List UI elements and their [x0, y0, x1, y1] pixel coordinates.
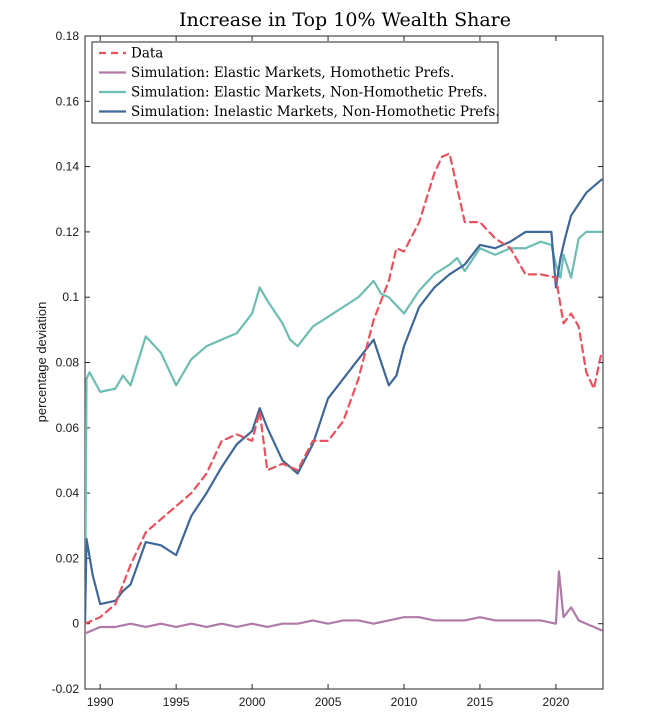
legend-label: Simulation: Elastic Markets, Homothetic …	[131, 65, 454, 81]
legend: Data Simulation: Elastic Markets, Homothe…	[91, 41, 500, 124]
legend-label: Simulation: Elastic Markets, Non-Homothe…	[131, 85, 487, 101]
plot-area	[84, 35, 604, 690]
legend-label: Data	[131, 46, 163, 62]
chart-title: Increase in Top 10% Wealth Share	[179, 9, 511, 31]
y-axis-label: percentage deviation	[34, 302, 49, 423]
x-tick-label: 2020	[543, 695, 570, 709]
legend-box	[91, 41, 499, 124]
series-line-2	[85, 230, 603, 625]
series-line-3	[85, 178, 603, 625]
x-tick-label: 1990	[87, 695, 114, 709]
y-tick-label: 0.08	[56, 356, 80, 370]
x-tick-label: 2005	[315, 695, 342, 709]
x-tick-label: 2000	[239, 695, 266, 709]
y-tick-label: 0.18	[56, 29, 80, 43]
y-tick-label: 0.16	[56, 94, 80, 108]
y-tick-label: 0.02	[56, 551, 80, 565]
y-tick-label: 0.04	[56, 486, 80, 500]
legend-label: Simulation: Inelastic Markets, Non-Homot…	[131, 104, 500, 120]
y-tick-label: 0.1	[62, 290, 79, 304]
y-axis: -0.02 0 0.02 0.04 0.06 0.08 0.1 0.12 0.14 0.16 0.1…	[52, 29, 603, 696]
series-line-1	[85, 570, 603, 635]
y-tick-label: -0.02	[52, 682, 80, 696]
series-line-0	[85, 152, 603, 625]
series-layer	[85, 152, 603, 635]
x-axis: 1990 1995 2000 2005 2010 2015 2020	[87, 36, 570, 709]
x-tick-label: 1995	[163, 695, 190, 709]
x-tick-label: 2010	[391, 695, 418, 709]
y-tick-label: 0	[72, 617, 79, 631]
y-tick-label: 0.06	[56, 421, 80, 435]
y-tick-label: 0.12	[56, 225, 80, 239]
y-tick-label: 0.14	[56, 160, 80, 174]
x-tick-label: 2015	[467, 695, 494, 709]
